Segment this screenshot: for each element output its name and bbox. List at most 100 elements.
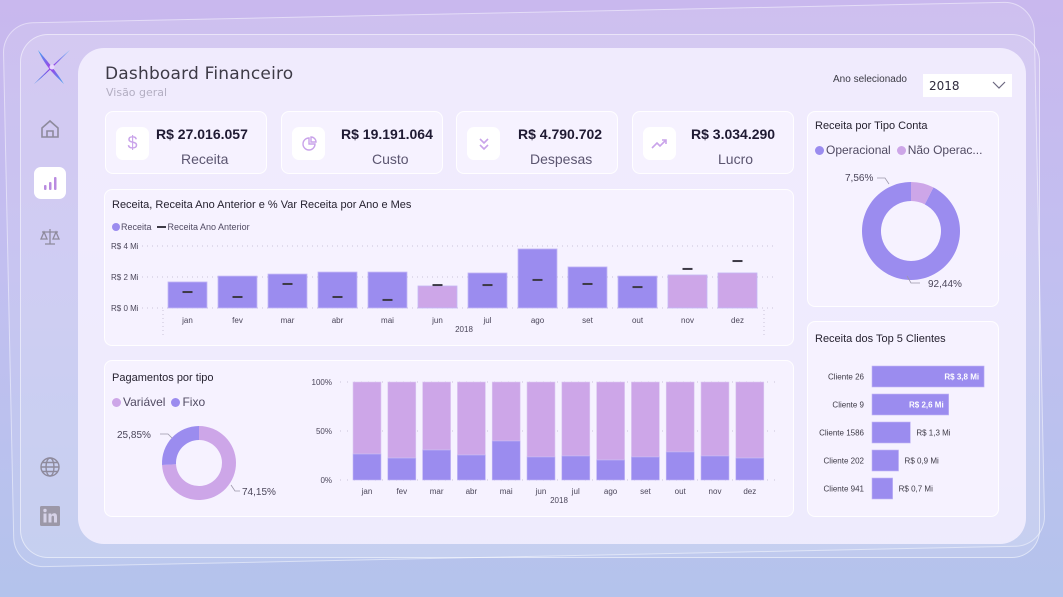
- x-tick-label: mar: [281, 316, 295, 325]
- legend-dot-fixo: [171, 397, 181, 407]
- x-tick-label: nov: [681, 316, 694, 325]
- x-tick-label: dez: [731, 316, 744, 325]
- variavel-bar-segment: [596, 381, 625, 461]
- leader-line: [877, 177, 890, 185]
- client-bar: [871, 421, 911, 444]
- pie-chart-icon: [301, 135, 317, 151]
- previous-year-marker: [732, 260, 743, 263]
- x-tick-label: jan: [181, 316, 193, 325]
- bar-chart-icon: [44, 177, 57, 190]
- variavel-bar-segment: [700, 381, 730, 457]
- previous-year-marker: [382, 298, 393, 301]
- revenue-bar: [467, 272, 508, 309]
- globe-icon: [40, 457, 60, 477]
- client-label: Cliente 9: [832, 401, 864, 410]
- previous-year-marker: [282, 282, 293, 285]
- legend-dot-variavel: [112, 397, 121, 407]
- revenue-bar: [517, 248, 558, 309]
- x-tick-label: ago: [531, 316, 545, 325]
- page-title: Dashboard Financeiro: [105, 64, 294, 84]
- linkedin-icon: [40, 506, 60, 526]
- variavel-bar-segment: [352, 381, 382, 455]
- home-icon: [41, 119, 59, 138]
- revenue-bar: [267, 273, 308, 309]
- variavel-bar-segment: [665, 381, 695, 453]
- legend-marker-anterior: [156, 226, 166, 228]
- variavel-bar-segment: [561, 381, 591, 457]
- client-bar: [871, 449, 899, 472]
- donut-slice: [162, 426, 199, 465]
- top-clients-card: Receita dos Top 5 Clientes: [807, 321, 999, 517]
- y-tick-label: R$ 4 Mi: [111, 242, 139, 251]
- client-value-label: R$ 0,7 Mi: [899, 485, 933, 494]
- sidebar-item-website[interactable]: [34, 451, 66, 483]
- account-type-title: Receita por Tipo Conta: [815, 120, 928, 132]
- fixo-bar-segment: [526, 456, 556, 481]
- leader-line: [906, 275, 920, 284]
- data-label: 7,56%: [845, 173, 873, 184]
- leader-line: [160, 433, 173, 439]
- x-tick-label: fev: [232, 316, 243, 325]
- kpi-icon-box: [467, 127, 500, 160]
- revenue-bar: [367, 271, 408, 309]
- client-label: Cliente 1586: [819, 429, 864, 438]
- data-label: 74,15%: [242, 487, 276, 498]
- client-bar: [871, 365, 985, 388]
- year-filter-value: 2018: [929, 78, 960, 93]
- client-bar: [871, 477, 893, 500]
- variavel-bar-segment: [422, 381, 451, 451]
- kpi-card-lucro: R$ 3.034.290 Lucro: [632, 111, 794, 174]
- account-type-legend: Operacional Não Operac...: [815, 143, 982, 157]
- year-filter-dropdown[interactable]: 2018: [923, 74, 1012, 97]
- previous-year-marker: [682, 267, 693, 270]
- data-label: 25,85%: [117, 430, 151, 441]
- x-tick-label: mai: [500, 487, 513, 496]
- leader-line: [230, 484, 240, 492]
- client-value-label: R$ 0,9 Mi: [905, 457, 939, 466]
- fixo-bar-segment: [387, 457, 417, 481]
- previous-year-marker: [182, 291, 193, 294]
- previous-year-marker: [482, 284, 493, 287]
- previous-year-marker: [632, 286, 643, 289]
- client-value-label: R$ 2,6 Mi: [909, 401, 944, 410]
- kpi-value: R$ 4.790.702: [518, 126, 603, 142]
- x-tick-label: set: [582, 316, 593, 325]
- x-tick-label: out: [632, 316, 644, 325]
- client-label: Cliente 26: [828, 373, 865, 382]
- sidebar-item-dashboard[interactable]: [34, 167, 66, 199]
- page-subtitle: Visão geral: [106, 86, 168, 99]
- kpi-label: Lucro: [718, 151, 754, 167]
- revenue-bar: [167, 281, 208, 309]
- client-bar: [871, 393, 949, 416]
- payments-stacked-chart: 0% 50% 100% jan fev mar abr mai jun jul ago set out n…: [312, 378, 778, 505]
- previous-year-marker: [332, 295, 343, 298]
- fixo-bar-segment: [631, 456, 660, 481]
- kpi-value: R$ 3.034.290: [691, 126, 776, 142]
- y-tick-label: R$ 2 Mi: [111, 273, 139, 282]
- kpi-icon-box: [643, 127, 676, 160]
- sidebar-item-linkedin[interactable]: [34, 500, 66, 532]
- sidebar-item-balance[interactable]: [34, 221, 66, 253]
- donut-slice: [162, 426, 237, 500]
- revenue-bar: [667, 274, 708, 309]
- x-tick-label: jul: [571, 487, 580, 496]
- scale-icon: [40, 229, 60, 245]
- previous-year-marker: [532, 278, 543, 281]
- revenue-bar: [317, 271, 358, 309]
- x-tick-label: nov: [709, 487, 722, 496]
- variavel-bar-segment: [631, 381, 660, 458]
- legend-dot-operacional: [815, 145, 824, 155]
- data-label: 92,44%: [928, 279, 962, 290]
- kpi-card-despesas: R$ 4.790.702 Despesas: [456, 111, 618, 174]
- chevron-down-icon: [992, 81, 1006, 89]
- top-clients-chart: Cliente 26 R$ 3,8 Mi Cliente 9 R$ 2,6 Mi Cli…: [819, 365, 985, 500]
- x-tick-label: abr: [332, 316, 344, 325]
- kpi-icon-box: [292, 127, 325, 160]
- variavel-bar-segment: [735, 381, 765, 459]
- revenue-bar: [717, 272, 758, 309]
- sidebar-item-home[interactable]: [34, 113, 66, 145]
- kpi-card-custo: R$ 19.191.064 Custo: [281, 111, 443, 174]
- payments-legend: Variável Fixo: [112, 395, 205, 409]
- fixo-bar-segment: [561, 455, 591, 481]
- y-tick-label: 50%: [316, 427, 332, 436]
